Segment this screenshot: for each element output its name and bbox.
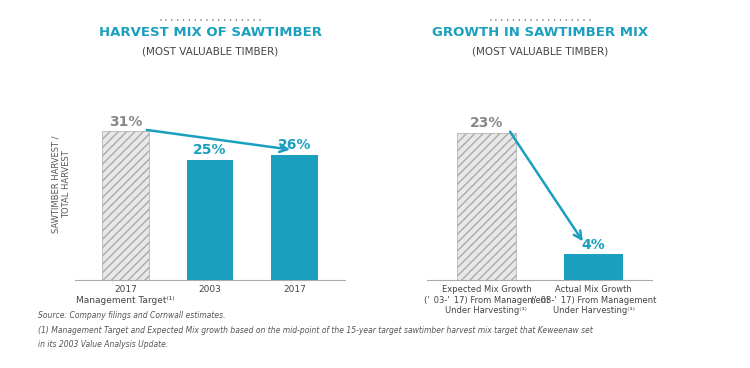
Bar (457, 133, 516, 280)
Bar (103, 131, 148, 280)
Text: 25%: 25% (194, 143, 226, 157)
Bar (272, 155, 317, 280)
Text: (1) Management Target and Expected Mix growth based on the mid-point of the 15-y: (1) Management Target and Expected Mix g… (38, 326, 592, 335)
Text: 4%: 4% (582, 238, 605, 252)
Text: Source: Company filings and Cornwall estimates.: Source: Company filings and Cornwall est… (38, 311, 225, 320)
Text: 26%: 26% (278, 138, 311, 152)
Text: 31%: 31% (109, 114, 142, 128)
Y-axis label: SAWTIMBER HARVEST /
TOTAL HARVEST: SAWTIMBER HARVEST / TOTAL HARVEST (52, 135, 70, 233)
Text: 23%: 23% (470, 116, 503, 130)
Text: HARVEST MIX OF SAWTIMBER: HARVEST MIX OF SAWTIMBER (98, 26, 322, 39)
Text: GROWTH IN SAWTIMBER MIX: GROWTH IN SAWTIMBER MIX (432, 26, 648, 39)
Text: (MOST VALUABLE TIMBER): (MOST VALUABLE TIMBER) (472, 46, 608, 56)
Text: (MOST VALUABLE TIMBER): (MOST VALUABLE TIMBER) (142, 46, 278, 56)
Text: in its 2003 Value Analysis Update.: in its 2003 Value Analysis Update. (38, 340, 168, 348)
Bar (187, 160, 233, 280)
Text: ..................: .................. (158, 13, 262, 23)
Text: ..................: .................. (488, 13, 592, 23)
Bar (564, 254, 623, 280)
